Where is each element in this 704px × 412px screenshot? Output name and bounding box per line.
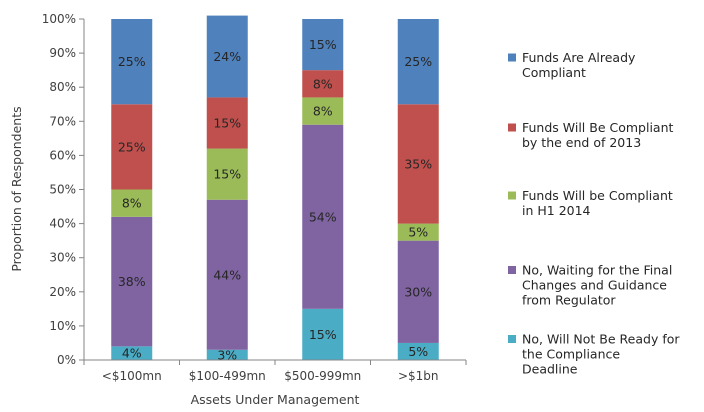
legend-label: Changes and Guidance	[522, 278, 667, 293]
bar-segment	[206, 349, 248, 360]
legend-label: in H1 2014	[522, 203, 591, 218]
bar-segment	[397, 223, 439, 241]
data-label: 5%	[408, 225, 428, 240]
legend-label: the Compliance	[522, 347, 620, 362]
x-axis-ticks: <$100mn $100-499mn $500-999mn >$1bn	[83, 360, 467, 383]
bar-segment	[302, 308, 344, 360]
bar-segment	[302, 97, 344, 125]
legend-swatch	[508, 53, 516, 62]
legend-swatch	[508, 123, 516, 132]
bars	[111, 15, 439, 360]
y-tick-label: 30%	[49, 251, 76, 265]
legend-label: No, Waiting for the Final	[522, 263, 672, 278]
bar-segment	[206, 15, 248, 98]
bar-segment	[206, 199, 248, 350]
legend-label: Funds Will Be Compliant	[522, 120, 674, 135]
data-label: 8%	[313, 76, 333, 91]
y-tick-label: 20%	[49, 285, 76, 299]
y-tick-label: 70%	[49, 114, 76, 128]
data-label: 8%	[122, 196, 142, 211]
y-tick-label: 50%	[49, 183, 76, 197]
data-label: 5%	[408, 344, 428, 359]
data-label: 8%	[313, 104, 333, 119]
data-label: 44%	[213, 267, 241, 282]
data-label: 24%	[213, 49, 241, 64]
y-tick-label: 0%	[57, 353, 76, 367]
y-tick-label: 60%	[49, 148, 76, 162]
bar-segment	[206, 148, 248, 200]
data-label: 15%	[309, 37, 337, 52]
y-axis-title: Proportion of Respondents	[9, 106, 24, 271]
legend-label: No, Will Not Be Ready for	[522, 332, 680, 347]
bar-segment	[206, 97, 248, 149]
legend-label: Compliant	[522, 65, 586, 80]
data-label: 30%	[404, 284, 432, 299]
y-tick-label: 10%	[49, 319, 76, 333]
y-tick-label: 80%	[49, 80, 76, 94]
segment-labels: 4% 38% 8% 25% 25% 3% 44% 15% 15% 24% 15% 54% 8% 8% 15%…	[118, 37, 432, 362]
legend-label: by the end of 2013	[522, 135, 641, 150]
bar-segment	[397, 104, 439, 224]
bar-segment	[111, 189, 153, 217]
bar-segment	[111, 216, 153, 347]
y-tick-label: 40%	[49, 217, 76, 231]
y-tick-label: 90%	[49, 46, 76, 60]
data-label: 25%	[404, 54, 432, 69]
bar-segment	[397, 342, 439, 360]
data-label: 15%	[309, 327, 337, 342]
data-label: 4%	[122, 346, 142, 361]
bar-segment	[111, 346, 153, 360]
data-label: 25%	[118, 139, 146, 154]
x-tick-label: $100-499mn	[189, 369, 266, 383]
y-tick-label: 100%	[42, 12, 76, 26]
bar-segment	[302, 124, 344, 309]
legend-swatch	[508, 335, 516, 343]
x-tick-label: $500-999mn	[284, 369, 361, 383]
y-axis-ticks: 0% 10% 20% 30% 40% 50% 60% 70% 80% 90% 100%	[42, 12, 84, 367]
bar-segment	[397, 19, 439, 105]
bar-segment	[397, 240, 439, 343]
legend-swatch	[508, 266, 516, 274]
data-label: 15%	[213, 167, 241, 182]
legend-label: Deadline	[522, 362, 578, 377]
bar-segment	[302, 70, 344, 98]
data-label: 54%	[309, 209, 337, 224]
x-tick-label: >$1bn	[398, 369, 439, 383]
data-label: 25%	[118, 54, 146, 69]
legend-swatch	[508, 191, 516, 200]
legend-label: Funds Will be Compliant	[522, 188, 673, 203]
legend-label: Funds Are Already	[522, 50, 636, 65]
x-tick-label: <$100mn	[102, 369, 162, 383]
bar-segment	[302, 19, 344, 71]
legend-label: from Regulator	[522, 293, 616, 308]
data-label: 3%	[217, 347, 237, 362]
data-label: 38%	[118, 274, 146, 289]
bar-segment	[111, 104, 153, 190]
bar-segment	[111, 19, 153, 105]
data-label: 15%	[213, 116, 241, 131]
data-label: 35%	[404, 156, 432, 171]
x-axis-title: Assets Under Management	[191, 392, 360, 407]
